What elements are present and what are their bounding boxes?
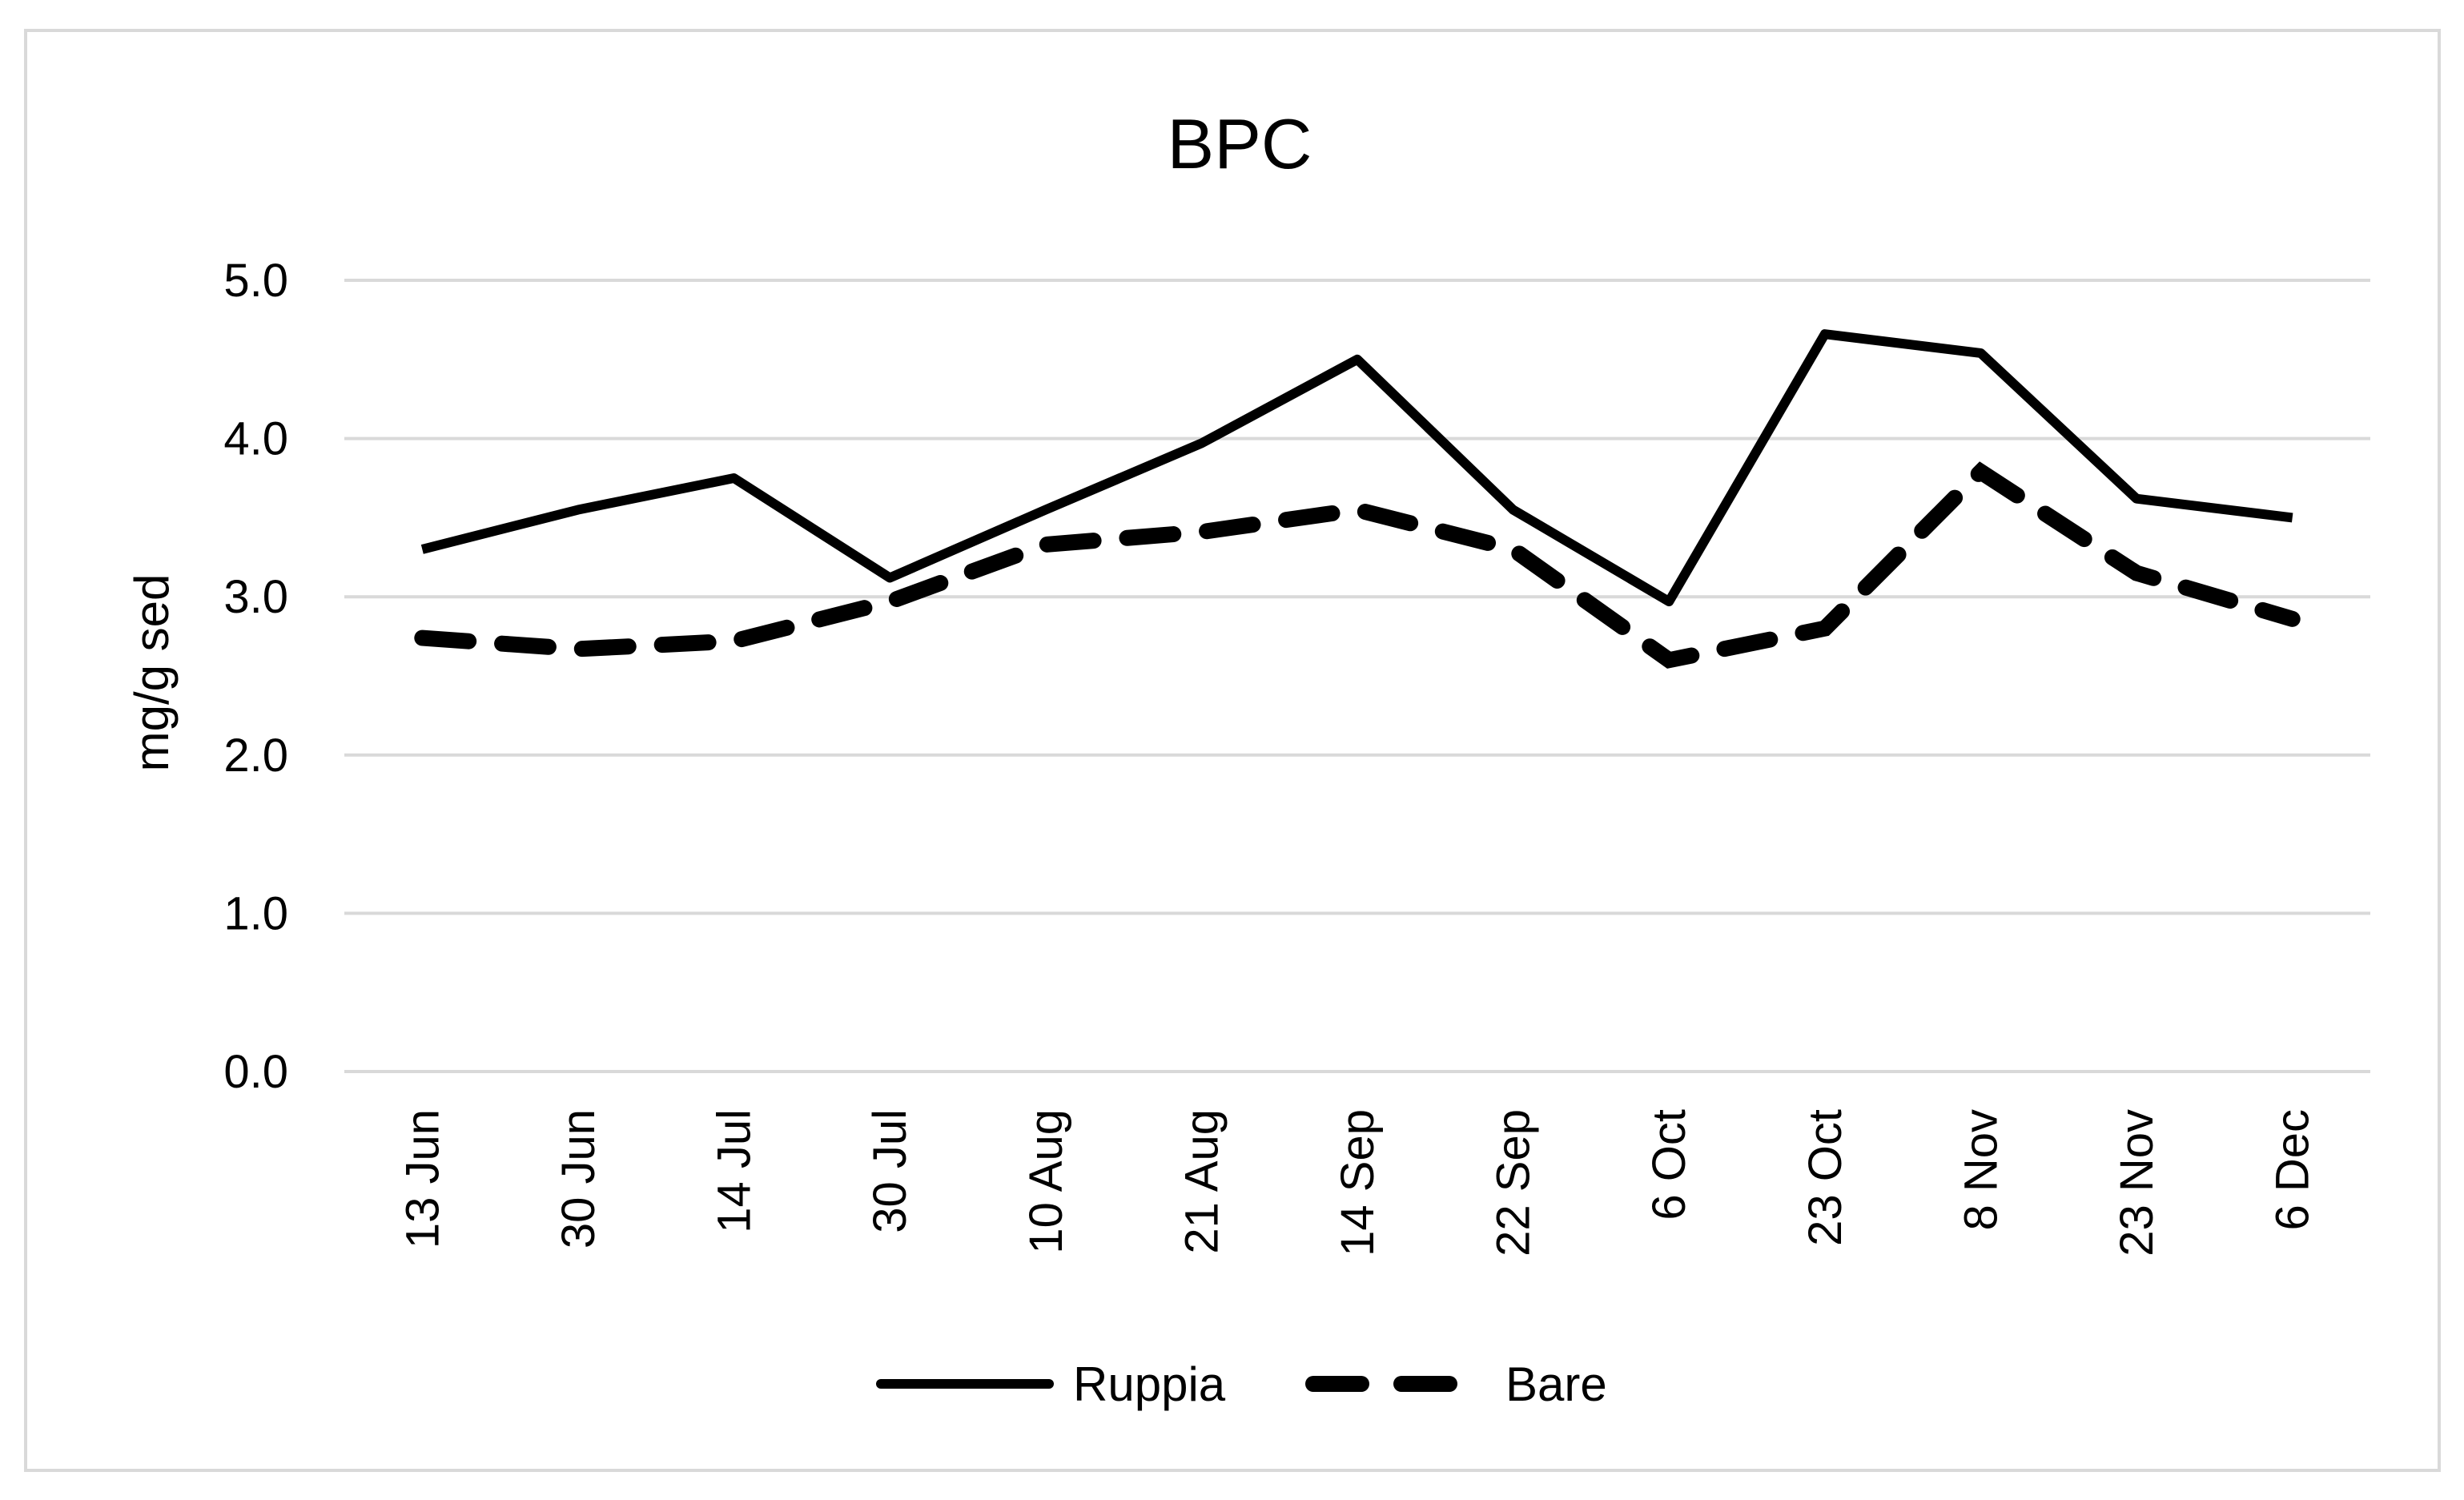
x-tick-label: 6 Dec	[2267, 1109, 2319, 1231]
y-tick-label: 1.0	[223, 887, 288, 939]
series-lines	[414, 329, 2301, 669]
x-tick-label: 14 Jul	[709, 1109, 761, 1233]
x-tick-label: 10 Aug	[1020, 1109, 1072, 1254]
y-tick-label: 3.0	[223, 571, 288, 623]
gridlines	[344, 279, 2370, 1073]
legend: Ruppia Bare	[876, 1357, 1607, 1411]
y-tick-labels: 0.0 1.0 2.0 3.0 4.0 5.0	[223, 255, 288, 1098]
x-tick-label: 6 Oct	[1643, 1109, 1695, 1221]
x-tick-label: 13 Jun	[396, 1109, 448, 1249]
x-tick-label: 30 Jun	[553, 1109, 605, 1249]
x-tick-label: 8 Nov	[1955, 1109, 2007, 1231]
y-tick-label: 0.0	[223, 1046, 288, 1098]
x-tick-label: 23 Oct	[1799, 1109, 1851, 1246]
x-tick-label: 21 Aug	[1176, 1109, 1228, 1254]
x-tick-label: 14 Sep	[1332, 1109, 1384, 1257]
x-tick-labels: 13 Jun 30 Jun 14 Jul 30 Jul 10 Aug 21 Aug 14 S…	[396, 1109, 2318, 1257]
series-line-bare	[414, 461, 2301, 669]
legend-label-ruppia: Ruppia	[1073, 1357, 1226, 1411]
series-line-ruppia	[420, 329, 2293, 607]
x-tick-label: 30 Jul	[864, 1109, 916, 1233]
y-axis-label: mg/g sed	[125, 574, 179, 772]
y-tick-label: 2.0	[223, 730, 288, 782]
legend-label-bare: Bare	[1505, 1357, 1607, 1411]
y-tick-label: 5.0	[223, 255, 288, 307]
chart-title: BPC	[1168, 104, 1312, 183]
x-tick-label: 22 Sep	[1488, 1109, 1540, 1257]
x-tick-label: 23 Nov	[2111, 1109, 2163, 1257]
chart-frame	[24, 29, 2441, 1472]
y-tick-label: 4.0	[223, 413, 288, 465]
